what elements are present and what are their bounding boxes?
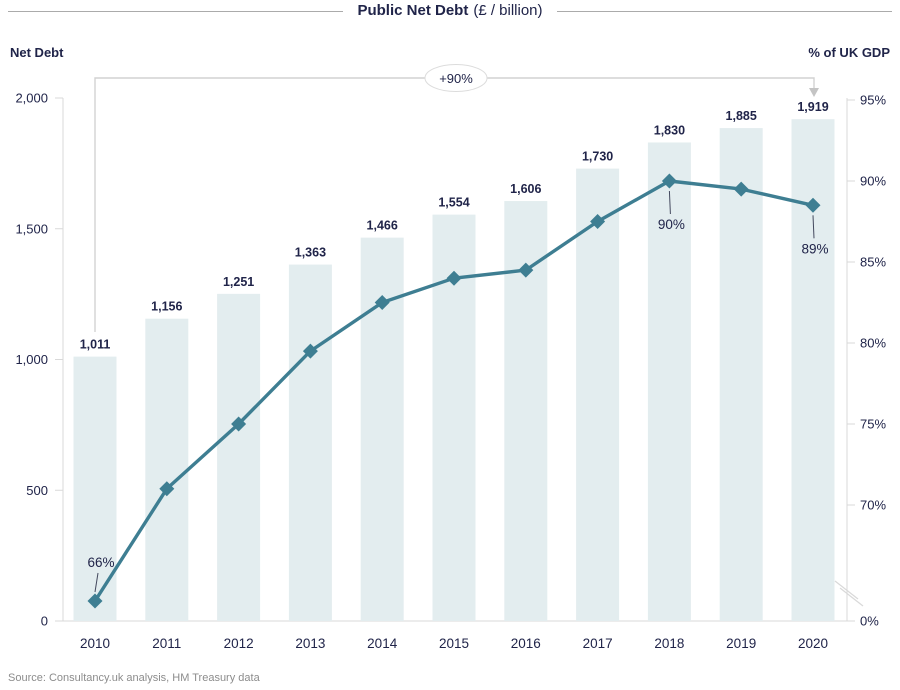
bar-2017 <box>576 168 620 622</box>
left-tick-label-1000: 1,000 <box>15 352 48 367</box>
bar-2013 <box>288 264 332 621</box>
right-tick-label-0: 0% <box>860 614 879 629</box>
gdp-marker-2019 <box>733 181 749 197</box>
gdp-marker-2020 <box>805 197 821 213</box>
bar-value-label-2017: 1,730 <box>582 150 613 164</box>
right-tick-label-95: 95% <box>860 93 886 108</box>
chart-title-unit: (£ / billion) <box>473 2 543 19</box>
right-tick-label-70: 70% <box>860 498 886 513</box>
gdp-marker-2018 <box>661 173 677 189</box>
bar-2018 <box>647 142 691 621</box>
gdp-marker-2015 <box>446 270 462 286</box>
year-label-2012: 2012 <box>224 636 254 651</box>
bar-value-label-2012: 1,251 <box>223 275 254 289</box>
year-label-2018: 2018 <box>654 636 684 651</box>
bar-2019 <box>719 128 763 621</box>
bar-2010 <box>73 356 117 621</box>
bracket-label: +90% <box>439 71 473 86</box>
year-label-2010: 2010 <box>80 636 110 651</box>
left-tick-label-1500: 1,500 <box>15 221 48 236</box>
year-label-2017: 2017 <box>583 636 613 651</box>
axis-break-mark <box>834 580 859 600</box>
gdp-marker-2017 <box>590 214 606 229</box>
bar-value-label-2010: 1,011 <box>80 338 111 352</box>
bar-value-label-2015: 1,554 <box>438 196 469 210</box>
gdp-marker-2010 <box>87 593 103 609</box>
left-tick-label-0: 0 <box>41 614 48 629</box>
bar-value-label-2013: 1,363 <box>295 246 326 260</box>
gdp-marker-2013 <box>302 343 318 359</box>
year-label-2013: 2013 <box>295 636 325 651</box>
gdp-marker-2012 <box>231 416 247 432</box>
year-label-2019: 2019 <box>726 636 756 651</box>
year-label-2016: 2016 <box>511 636 541 651</box>
bracket-arrowhead <box>809 88 819 97</box>
bar-value-label-2016: 1,606 <box>510 182 541 196</box>
bar-2011 <box>145 318 189 621</box>
bar-2020 <box>791 119 835 621</box>
right-tick-label-90: 90% <box>860 174 886 189</box>
gdp-label-leader-2010 <box>94 572 99 593</box>
chart-title-main: Public Net Debt <box>357 2 469 19</box>
bar-value-label-2014: 1,466 <box>367 219 398 233</box>
year-label-2015: 2015 <box>439 636 469 651</box>
right-tick-label-75: 75% <box>860 417 886 432</box>
bracket-label-ellipse <box>424 64 488 92</box>
bar-value-label-2020: 1,919 <box>797 100 828 114</box>
left-tick-label-2000: 2,000 <box>15 91 48 106</box>
axis-break-mark <box>839 587 864 607</box>
bar-value-label-2011: 1,156 <box>151 300 182 314</box>
gdp-marker-2014 <box>374 295 390 310</box>
bar-value-label-2018: 1,830 <box>654 123 685 137</box>
gdp-point-label-2020: 89% <box>801 241 828 256</box>
chart-title: Public Net Debt (£ / billion) <box>0 2 900 20</box>
year-label-2020: 2020 <box>798 636 828 651</box>
bar-value-label-2019: 1,885 <box>726 109 757 123</box>
year-label-2014: 2014 <box>367 636 398 651</box>
source-note: Source: Consultancy.uk analysis, HM Trea… <box>8 672 260 684</box>
left-axis-title: Net Debt <box>10 45 64 60</box>
gdp-marker-2016 <box>518 262 534 278</box>
bar-2012 <box>217 293 261 621</box>
gdp-point-label-2010: 66% <box>87 555 114 570</box>
gdp-marker-2011 <box>159 481 175 497</box>
gdp-label-leader-2020 <box>812 215 815 239</box>
right-tick-label-80: 80% <box>860 336 886 351</box>
right-axis-title: % of UK GDP <box>808 45 890 60</box>
left-tick-label-500: 500 <box>26 483 48 498</box>
gdp-label-leader-2018 <box>668 190 671 215</box>
gdp-point-label-2018: 90% <box>658 217 685 232</box>
year-label-2011: 2011 <box>152 636 181 651</box>
right-tick-label-85: 85% <box>860 255 886 270</box>
